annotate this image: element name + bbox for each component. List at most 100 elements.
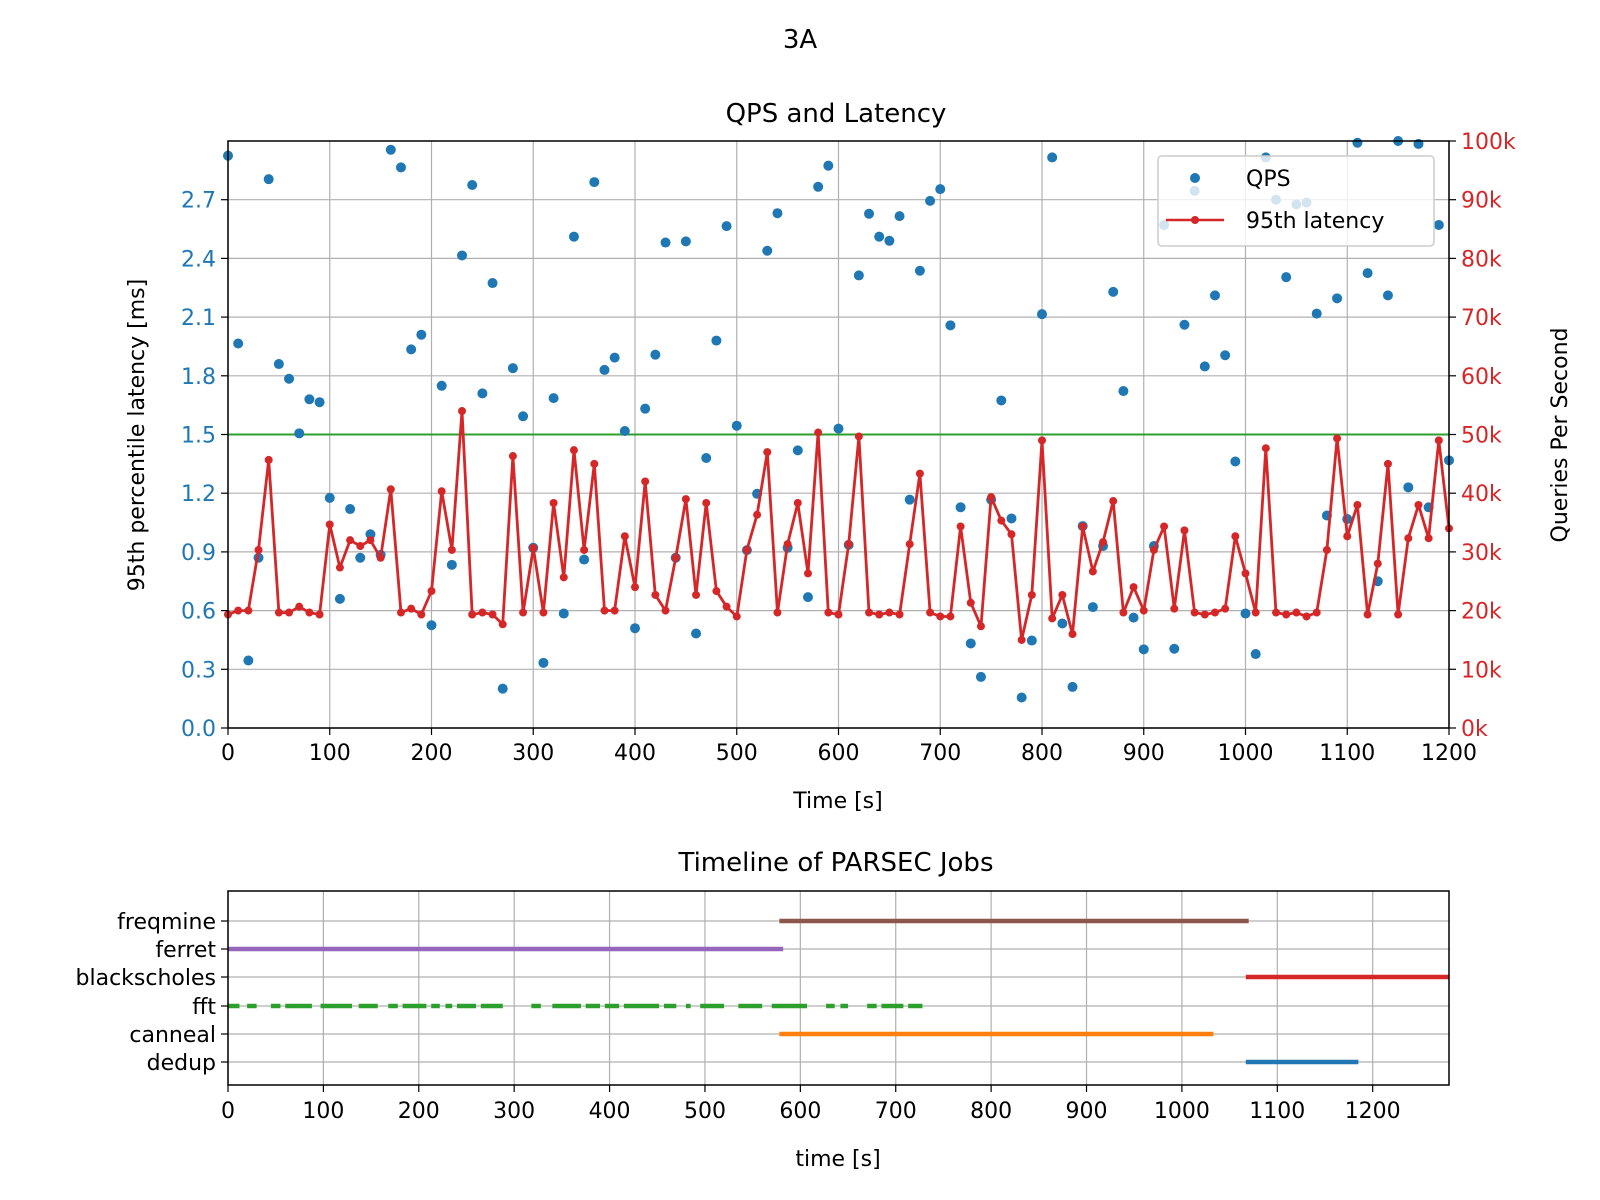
- job-label-dedup: dedup: [147, 1051, 216, 1076]
- bottom-x-tick-label: 500: [684, 1099, 726, 1124]
- qps-point: [1240, 608, 1251, 619]
- qps-point: [731, 420, 742, 431]
- bottom-x-tick-label: 800: [970, 1099, 1012, 1124]
- qps-point: [1087, 602, 1098, 613]
- job-label-freqmine: freqmine: [117, 910, 216, 935]
- qps-latency-chart: QPS and Latency 0 100 200 300 400 500 600 700 80…: [125, 99, 1573, 814]
- latency-point: [305, 608, 314, 617]
- qps-point: [314, 397, 325, 408]
- latency-point: [681, 495, 690, 504]
- qps-point: [294, 428, 305, 439]
- latency-point: [1068, 630, 1077, 639]
- qps-point: [884, 235, 895, 246]
- qps-point: [406, 344, 417, 355]
- qps-point: [1006, 513, 1017, 524]
- qps-point: [833, 423, 844, 434]
- qps-point: [538, 657, 549, 668]
- qps-point: [568, 231, 579, 242]
- latency-point: [1190, 608, 1199, 617]
- qps-point: [1311, 308, 1322, 319]
- latency-point: [834, 610, 843, 619]
- latency-point: [1373, 559, 1382, 568]
- bottom-x-tick-label: 400: [589, 1099, 631, 1124]
- latency-point: [1038, 436, 1046, 445]
- latency-point: [722, 602, 731, 611]
- qps-point: [711, 335, 722, 346]
- latency-point: [478, 608, 487, 617]
- latency-point: [1027, 590, 1036, 599]
- left-y-tick-label: 2.4: [181, 247, 216, 272]
- latency-point: [264, 455, 273, 464]
- latency-point: [1343, 532, 1352, 541]
- qps-point: [1016, 692, 1027, 703]
- latency-point: [1312, 608, 1321, 617]
- latency-point: [386, 485, 395, 494]
- bottom-x-tick-label: 900: [1066, 1099, 1108, 1124]
- latency-point: [1007, 530, 1016, 539]
- latency-point: [783, 540, 792, 549]
- latency-point: [539, 608, 548, 617]
- latency-point: [1251, 608, 1260, 617]
- qps-point: [233, 338, 244, 349]
- qps-point: [304, 394, 315, 405]
- latency-point: [549, 498, 558, 507]
- left-y-tick-label: 0.9: [181, 541, 216, 566]
- qps-point: [436, 380, 447, 391]
- qps-point: [395, 162, 406, 173]
- legend-latency-marker: [1191, 216, 1199, 224]
- qps-point: [630, 623, 640, 634]
- legend-latency-label: 95th latency: [1246, 209, 1384, 234]
- qps-point: [548, 393, 559, 404]
- latency-point: [631, 583, 639, 592]
- latency-point: [763, 448, 772, 457]
- latency-point: [447, 545, 456, 554]
- qps-point: [416, 329, 427, 340]
- bottom-x-tick-label: 1200: [1345, 1099, 1401, 1124]
- qps-point: [935, 184, 946, 195]
- latency-point: [956, 522, 965, 531]
- qps-point: [1332, 293, 1343, 304]
- latency-point: [407, 604, 416, 613]
- qps-point: [273, 359, 284, 370]
- left-y-tick-label: 1.2: [181, 482, 216, 507]
- qps-point: [284, 373, 295, 384]
- qps-point: [680, 236, 691, 247]
- top-x-tick-label: 800: [1021, 741, 1063, 766]
- qps-point: [975, 671, 986, 682]
- top-x-tick-label: 500: [716, 741, 758, 766]
- latency-point: [1170, 604, 1179, 613]
- latency-point: [1048, 614, 1057, 623]
- qps-point: [965, 638, 976, 649]
- qps-point: [1220, 350, 1231, 361]
- latency-point: [458, 407, 467, 416]
- job-label-canneal: canneal: [129, 1023, 216, 1048]
- qps-point: [1128, 612, 1139, 623]
- qps-point: [1179, 319, 1190, 330]
- latency-point: [976, 622, 985, 631]
- latency-point: [885, 608, 894, 617]
- qps-point: [446, 559, 457, 570]
- bottom-x-tick-label: 200: [398, 1099, 440, 1124]
- top-x-tick-label: 1100: [1319, 741, 1375, 766]
- latency-point: [1149, 545, 1158, 554]
- latency-point: [946, 612, 955, 621]
- qps-point: [996, 395, 1007, 406]
- bottom-x-tick-label: 600: [779, 1099, 821, 1124]
- job-label-ferret: ferret: [155, 938, 216, 963]
- qps-point: [874, 231, 885, 242]
- latency-point: [651, 590, 660, 599]
- latency-point: [620, 532, 629, 541]
- qps-point: [1433, 219, 1444, 230]
- latency-point: [590, 459, 599, 468]
- qps-point: [1118, 386, 1129, 397]
- right-y-tick-label: 20k: [1461, 600, 1502, 625]
- latency-point: [315, 610, 324, 619]
- qps-point: [619, 425, 630, 436]
- qps-point: [813, 181, 824, 192]
- qps-point: [772, 208, 783, 219]
- latency-point: [1424, 534, 1433, 543]
- latency-point: [610, 606, 619, 615]
- latency-point: [915, 469, 924, 478]
- top-x-tick-label: 100: [309, 741, 351, 766]
